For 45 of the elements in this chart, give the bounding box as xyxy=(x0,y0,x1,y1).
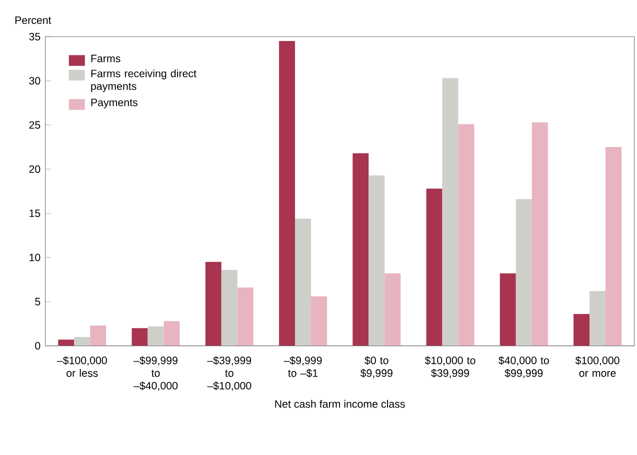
x-tick-label: $0 to $9,999 xyxy=(360,356,392,378)
bar xyxy=(442,78,458,346)
bar xyxy=(221,270,238,346)
x-axis-title: Net cash farm income class xyxy=(275,400,405,408)
x-tick-label: –$100,000 or less xyxy=(56,356,107,377)
bar xyxy=(148,326,164,346)
bar xyxy=(164,321,180,346)
x-tick-label: $100,000 or more xyxy=(575,356,620,377)
x-tick-label: –$9,999 to –$1 xyxy=(284,356,322,378)
bar xyxy=(606,147,622,346)
y-tick-label: 10 xyxy=(30,254,40,262)
x-tick-label: $40,000 to $99,999 xyxy=(498,356,549,378)
x-tick-label: $10,000 to $39,999 xyxy=(424,356,476,378)
y-tick-label: 30 xyxy=(29,77,40,85)
legend-label: Farms receiving direct payments xyxy=(91,69,196,92)
bar xyxy=(295,218,312,346)
bar xyxy=(132,328,148,346)
bar xyxy=(90,325,106,346)
bar xyxy=(205,262,222,346)
bar xyxy=(590,291,606,346)
bar xyxy=(58,340,74,346)
bar xyxy=(368,175,385,346)
x-tick-label: –$39,999 to –$10,000 xyxy=(207,356,252,391)
y-tick-label: 15 xyxy=(30,210,40,217)
x-tick-label: –$99,999 to –$40,000 xyxy=(134,356,178,391)
legend-label: Payments xyxy=(91,98,138,108)
bar xyxy=(279,41,296,346)
bar xyxy=(574,314,590,346)
y-tick-label: 25 xyxy=(29,121,40,129)
bar xyxy=(311,296,327,346)
y-tick-label: 20 xyxy=(29,165,40,173)
y-tick-label: 0 xyxy=(35,342,40,350)
bar xyxy=(532,122,548,346)
bar xyxy=(237,287,254,346)
bar xyxy=(516,199,532,346)
y-tick-label: 35 xyxy=(29,32,40,40)
y-axis-title: Percent xyxy=(15,16,52,24)
bar xyxy=(74,336,90,346)
bar xyxy=(384,273,401,346)
bar xyxy=(458,124,474,346)
legend-label: Farms xyxy=(91,54,120,62)
bar xyxy=(426,188,442,346)
y-tick-label: 5 xyxy=(35,298,40,306)
bar xyxy=(500,273,516,346)
bar xyxy=(352,153,369,346)
